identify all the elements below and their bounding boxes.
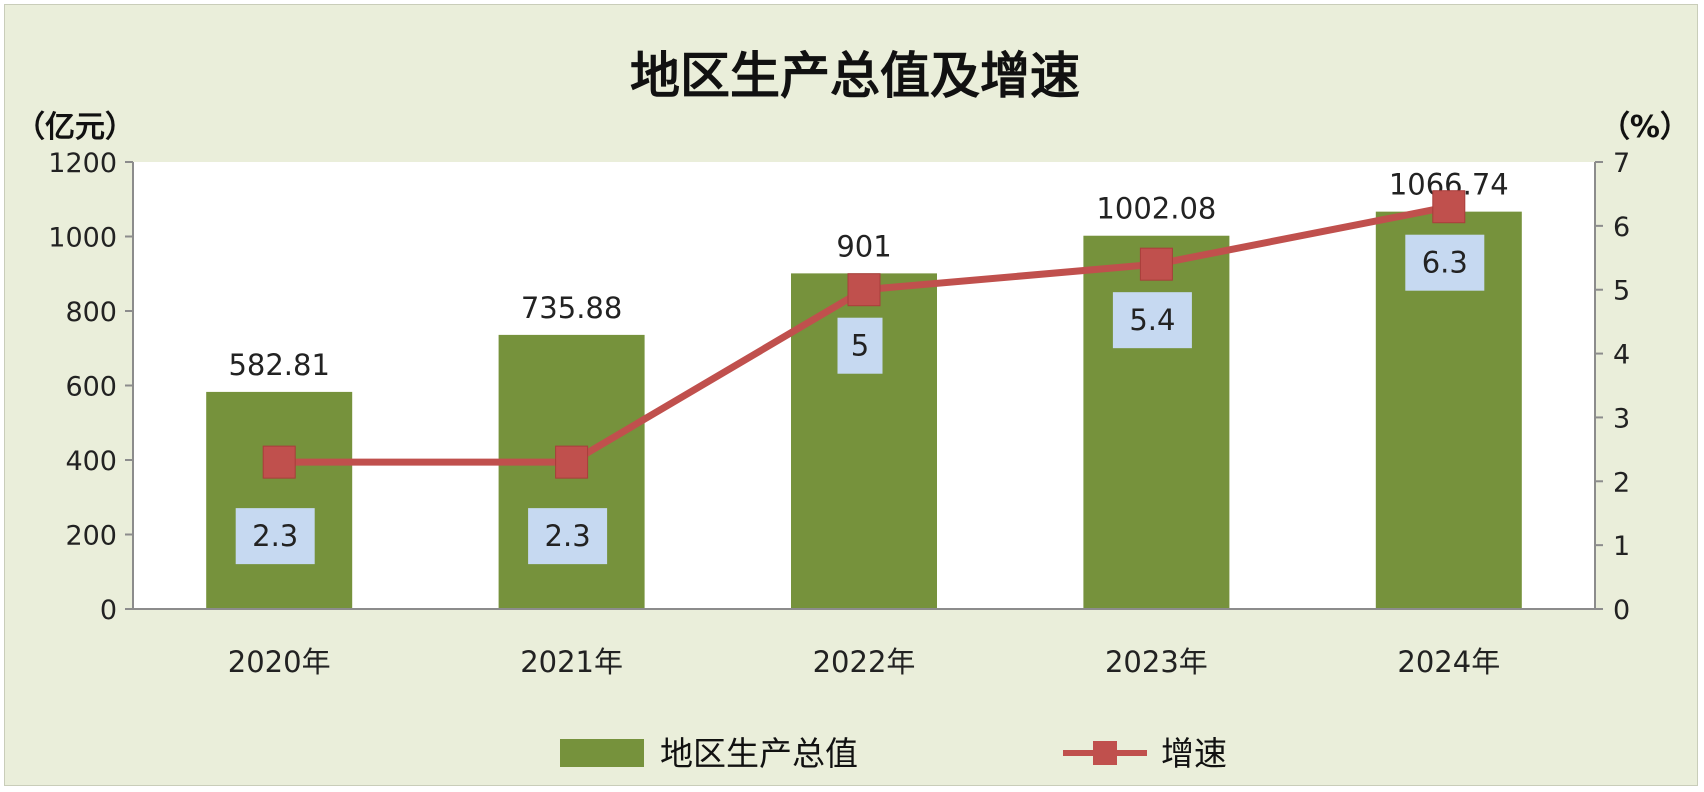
- x-tick-label: 2022年: [813, 645, 916, 679]
- bar: [206, 391, 353, 609]
- legend-label-bar: 地区生产总值: [660, 734, 858, 773]
- left-axis-unit: （亿元）: [15, 110, 135, 145]
- line-value-label-box: [528, 508, 608, 565]
- right-tick-label: 6: [1613, 212, 1630, 243]
- left-tick-label: 600: [65, 372, 117, 403]
- legend-label-line: 增速: [1161, 734, 1227, 773]
- left-tick-label: 400: [65, 446, 117, 477]
- right-tick-label: 5: [1613, 276, 1630, 307]
- left-tick-label: 1200: [48, 148, 117, 179]
- right-tick-label: 3: [1613, 403, 1630, 434]
- right-tick-label: 1: [1613, 531, 1630, 562]
- line-marker: [555, 445, 589, 479]
- line-value-label: 5: [851, 329, 869, 363]
- line-series: [262, 190, 1466, 479]
- line-value-labels: 2.3 2.3 5 5.4 6.3: [235, 234, 1485, 565]
- line-marker: [262, 445, 296, 479]
- line-value-label-box: [1112, 292, 1192, 349]
- legend: 地区生产总值 增速: [560, 734, 1227, 773]
- x-tick-label: 2024年: [1397, 645, 1500, 679]
- line-marker: [847, 273, 881, 307]
- bar-value-label: 735.88: [521, 291, 622, 325]
- left-tick-label: 200: [65, 521, 117, 552]
- right-tick-label: 2: [1613, 467, 1630, 498]
- line-marker: [1432, 190, 1466, 224]
- right-tick-label: 4: [1613, 340, 1630, 371]
- bar-value-label: 901: [836, 229, 891, 263]
- line-value-label: 5.4: [1129, 303, 1175, 337]
- left-tick-label: 800: [65, 297, 117, 328]
- line-value-label-box: [1405, 234, 1485, 291]
- bar-value-label: 582.81: [228, 348, 329, 382]
- bar-value-label: 1002.08: [1096, 192, 1216, 226]
- chart-frame: 地区生产总值及增速 （亿元） （%） 0 200 400 600 800 1000 1200…: [4, 4, 1698, 786]
- right-tick-label: 7: [1613, 148, 1630, 179]
- x-tick-label: 2020年: [228, 645, 331, 679]
- chart-title: 地区生产总值及增速: [630, 47, 1080, 105]
- bar: [1083, 235, 1230, 609]
- line-value-label: 6.3: [1422, 246, 1468, 280]
- left-tick-label: 1000: [48, 223, 117, 254]
- left-tick-label: 0: [100, 595, 117, 626]
- x-tick-label: 2023年: [1105, 645, 1208, 679]
- line-value-label-box: [235, 508, 315, 565]
- line-value-label: 2.3: [545, 519, 591, 553]
- right-tick-label: 0: [1613, 595, 1630, 626]
- legend-swatch-marker: [1093, 741, 1117, 765]
- chart-svg: 地区生产总值及增速 （亿元） （%） 020040060080010001200…: [15, 47, 1690, 773]
- line-value-label: 2.3: [252, 519, 298, 553]
- line-value-label-box: [837, 317, 883, 374]
- line-marker: [1139, 247, 1173, 281]
- x-axis: 2020年 2021年 2022年 2023年 2024年: [133, 608, 1595, 679]
- x-tick-label: 2021年: [520, 645, 623, 679]
- legend-swatch-bar: [560, 739, 644, 767]
- right-axis-unit: （%）: [1600, 110, 1690, 145]
- right-axis: 0 1 2 3 4 5 6 7: [1594, 148, 1630, 626]
- left-axis: 0 200 400 600 800 1000 1200: [48, 148, 134, 626]
